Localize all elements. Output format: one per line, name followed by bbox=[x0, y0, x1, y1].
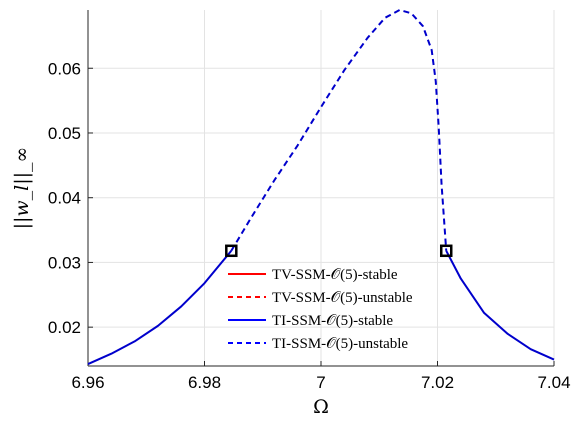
x-axis-title: Ω bbox=[313, 396, 329, 418]
series-line bbox=[445, 250, 555, 361]
series-line bbox=[230, 9, 448, 252]
y-tick-label: 0.04 bbox=[48, 189, 81, 208]
x-tick-label: 7.04 bbox=[537, 373, 570, 392]
x-tick-label: 7.02 bbox=[421, 373, 454, 392]
legend-label: TI-SSM-𝒪(5)-stable bbox=[272, 313, 393, 329]
x-tick-label: 6.98 bbox=[188, 373, 221, 392]
y-axis-title: ||w_l||_∞ bbox=[11, 147, 33, 230]
x-tick-label: 6.96 bbox=[71, 373, 104, 392]
y-tick-label: 0.05 bbox=[48, 124, 81, 143]
bifurcation-marker bbox=[225, 244, 238, 258]
y-tick-label: 0.03 bbox=[48, 253, 81, 272]
x-tick-label: 7 bbox=[316, 373, 325, 392]
y-tick-label: 0.06 bbox=[48, 59, 81, 78]
legend-label: TV-SSM-𝒪(5)-stable bbox=[272, 267, 398, 283]
legend-label: TI-SSM-𝒪(5)-unstable bbox=[272, 336, 408, 352]
series-line bbox=[87, 250, 233, 365]
y-tick-label: 0.02 bbox=[48, 318, 81, 337]
bifurcation-marker bbox=[439, 244, 453, 258]
legend-label: TV-SSM-𝒪(5)-unstable bbox=[272, 290, 413, 306]
